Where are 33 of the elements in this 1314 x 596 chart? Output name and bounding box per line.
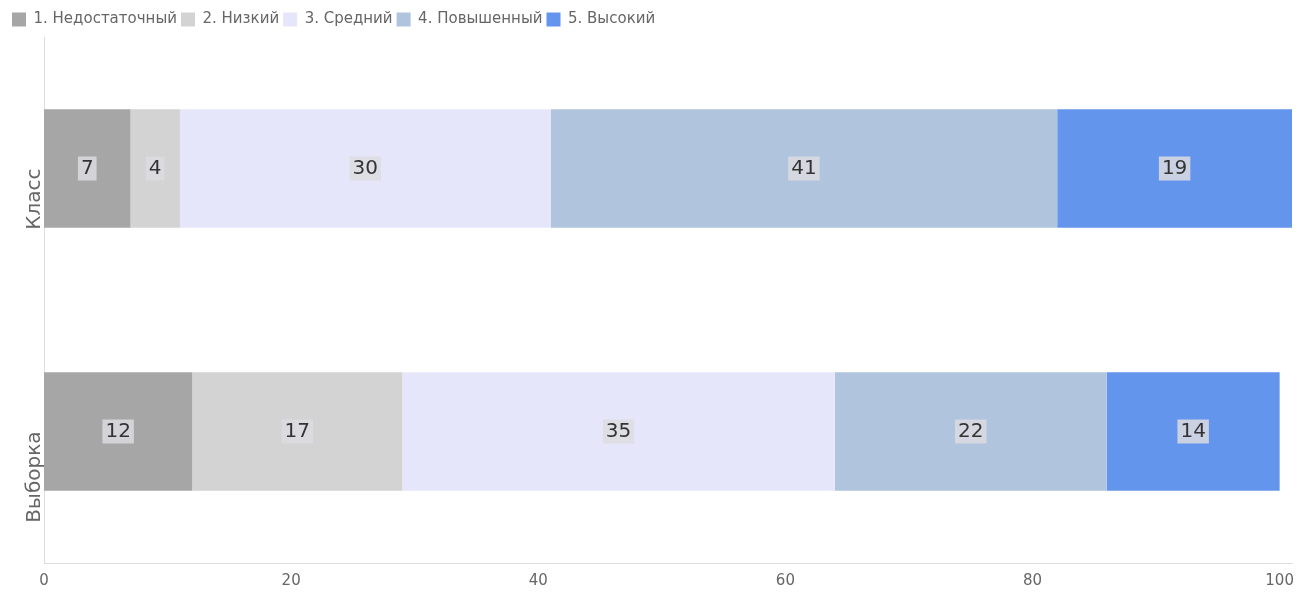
legend-label: 5. Высокий — [567, 9, 656, 28]
data-label: 22 — [958, 417, 984, 442]
data-label: 17 — [284, 417, 311, 442]
bar — [179, 109, 551, 228]
bar — [44, 109, 131, 228]
data-label: 41 — [791, 154, 817, 179]
data-label: 12 — [105, 417, 131, 442]
x-tick-label: 20 — [281, 570, 301, 589]
data-label: 7 — [80, 154, 94, 179]
bar — [44, 372, 193, 491]
x-tick-label: 100 — [1265, 570, 1294, 589]
data-label: 19 — [1161, 154, 1188, 179]
bar — [130, 109, 180, 228]
legend-label: 4. Повышенный — [418, 9, 543, 28]
legend-label: 3. Средний — [304, 9, 393, 28]
x-tick-label: 60 — [775, 570, 795, 589]
bar — [402, 372, 835, 491]
data-label: 30 — [352, 154, 378, 179]
y-tick-label: Выборка — [21, 431, 46, 523]
bar — [1057, 109, 1292, 228]
data-label: 4 — [148, 154, 162, 179]
y-tick-label: Класс — [21, 168, 46, 230]
legend-label: 1. Недостаточный — [33, 9, 177, 28]
bar — [192, 372, 403, 491]
bar — [550, 109, 1058, 228]
data-label: 14 — [1180, 417, 1206, 442]
legend-label: 2. Низкий — [202, 9, 280, 28]
x-tick-label: 80 — [1022, 570, 1043, 589]
x-tick-label: 40 — [528, 570, 548, 589]
bar — [1106, 372, 1280, 491]
data-label: 35 — [605, 417, 632, 442]
x-tick-label: 0 — [39, 570, 49, 589]
bar — [834, 372, 1107, 491]
